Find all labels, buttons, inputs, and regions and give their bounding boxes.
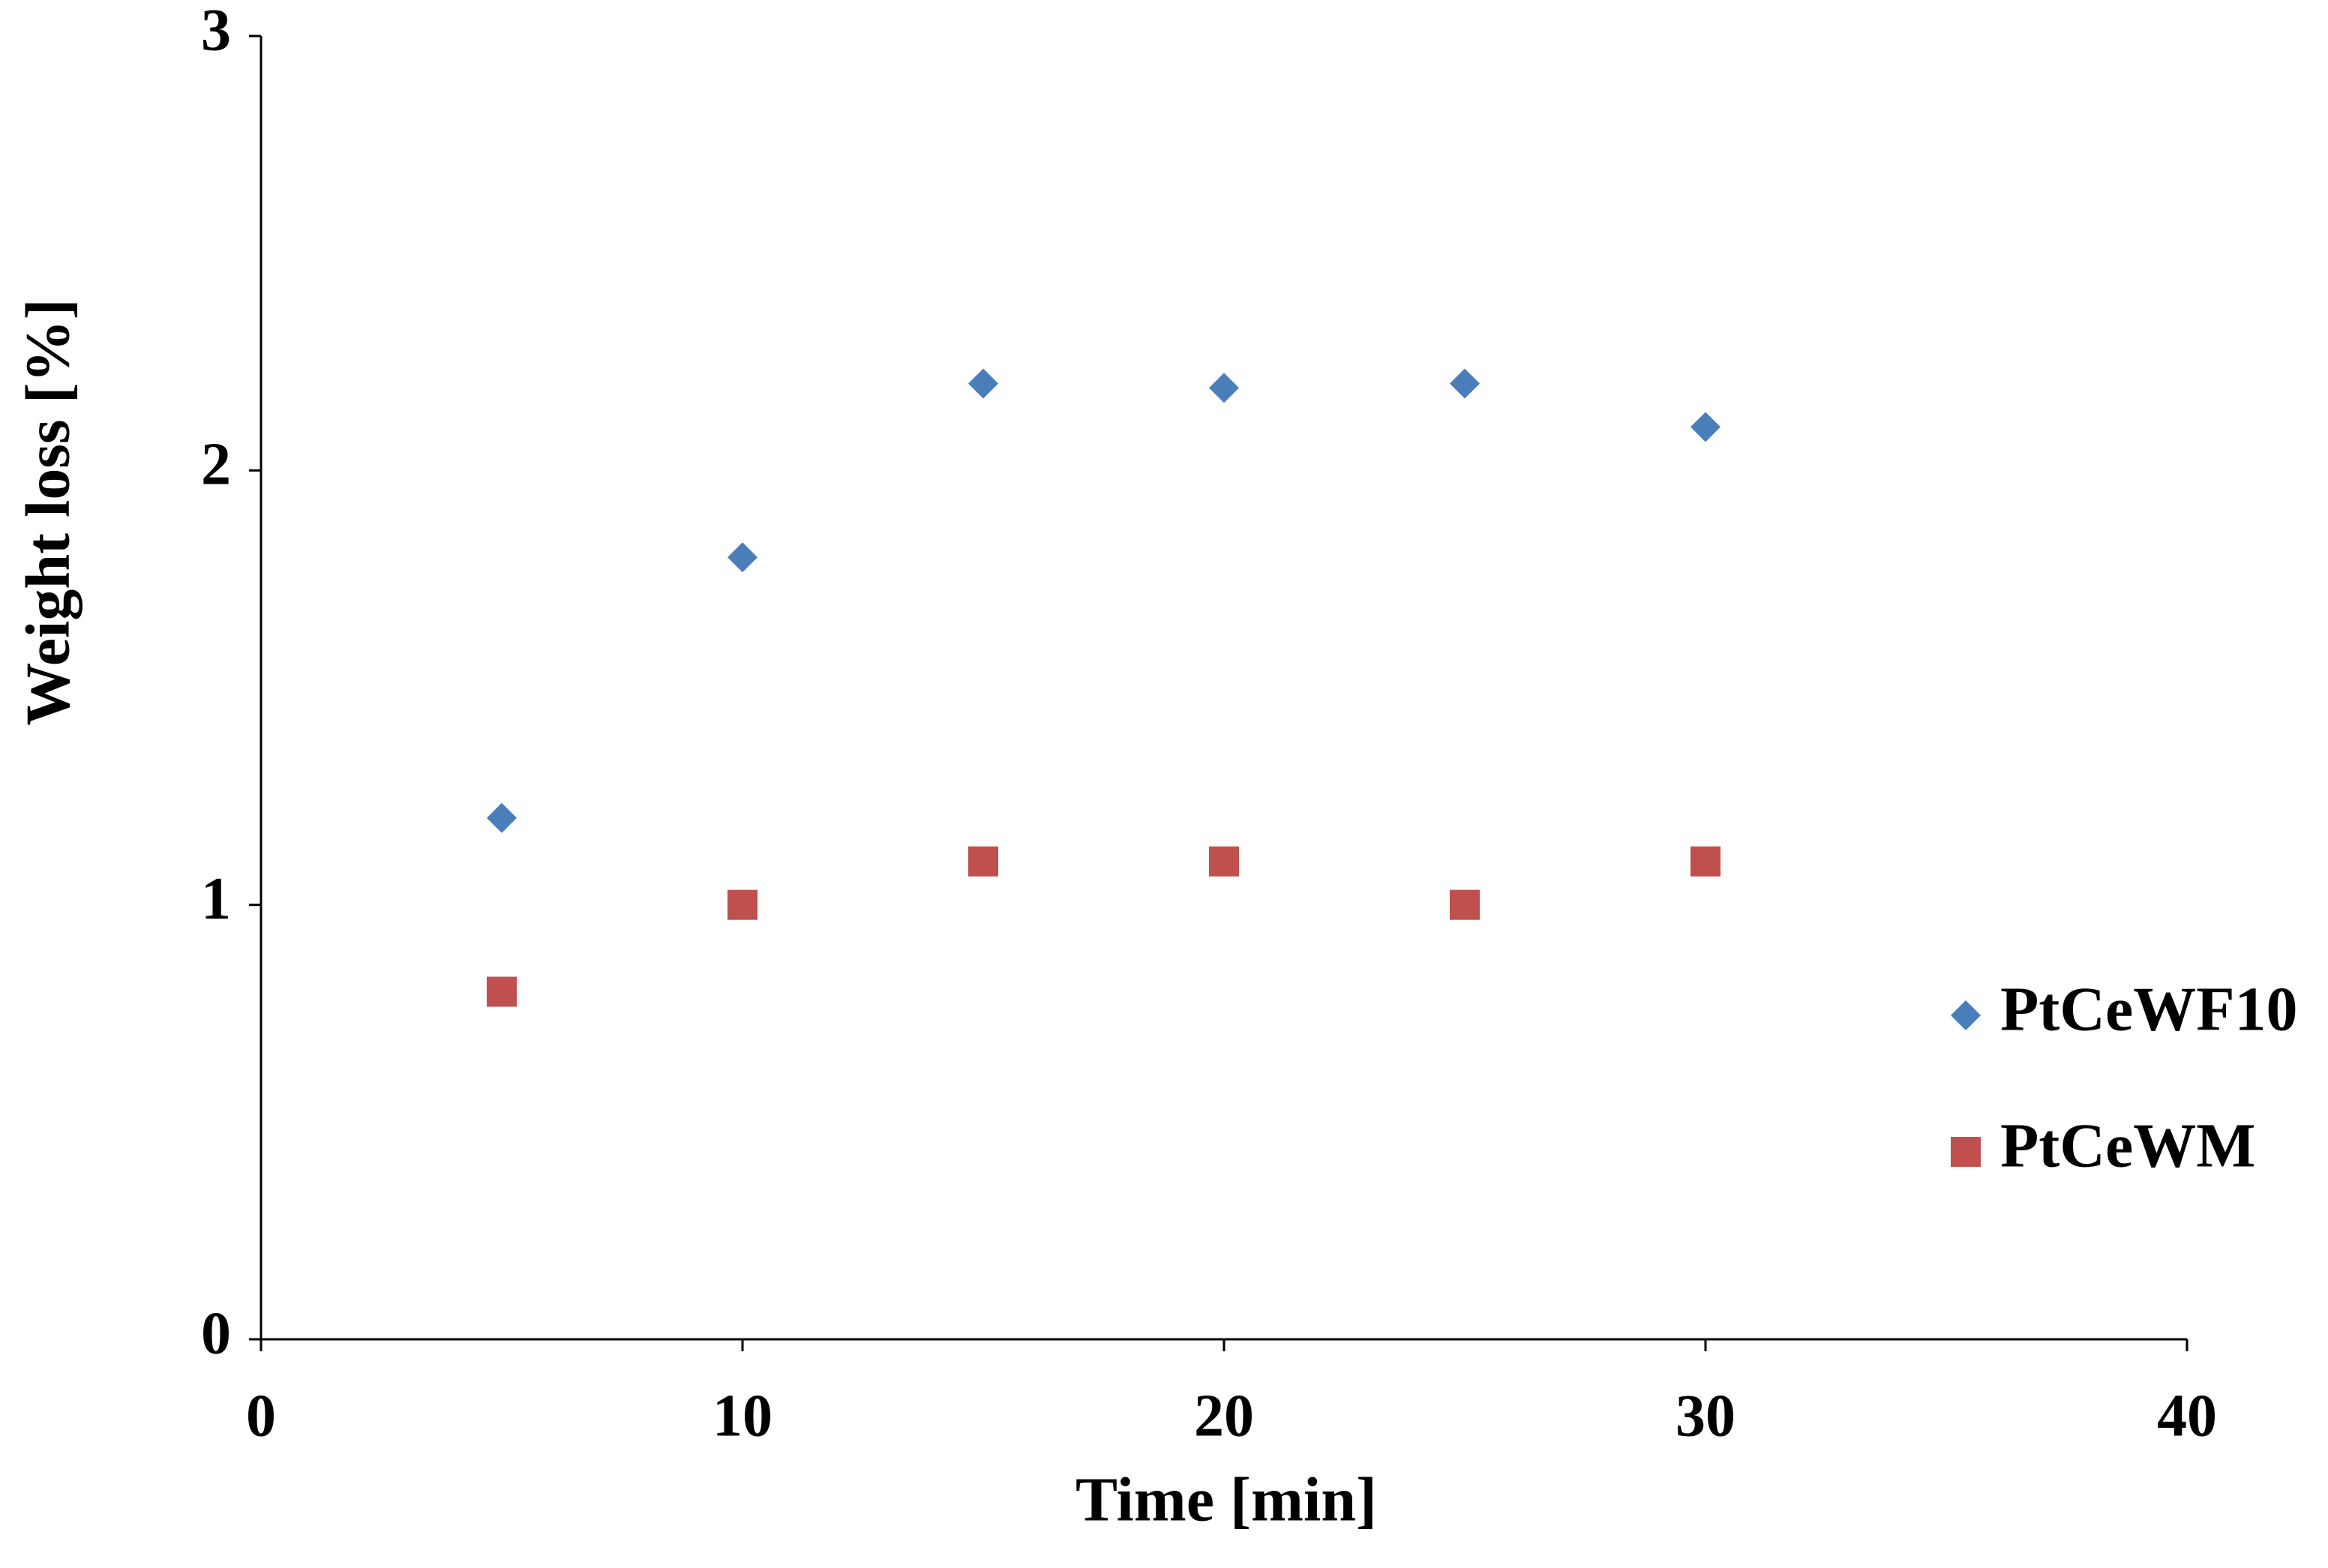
point: [487, 802, 517, 833]
point: [1209, 373, 1239, 403]
x-tick-label: 20: [1194, 1383, 1254, 1449]
y-tick-label: 0: [201, 1300, 231, 1366]
point: [1690, 412, 1720, 442]
x-tick-label: 10: [712, 1383, 772, 1449]
point: [728, 542, 758, 573]
x-tick-label: 40: [2157, 1383, 2217, 1449]
point: [487, 976, 517, 1007]
y-axis-title: Weight loss [%]: [13, 298, 82, 725]
y-tick-label: 1: [201, 866, 231, 932]
point: [968, 846, 998, 877]
point: [1450, 368, 1480, 399]
legend-label: PtCeWM: [2000, 1111, 2256, 1180]
point: [968, 368, 998, 399]
point: [1690, 846, 1720, 877]
x-tick-label: 30: [1676, 1383, 1736, 1449]
y-tick-label: 3: [201, 0, 231, 63]
point: [1209, 846, 1239, 877]
point: [728, 889, 758, 920]
legend-marker: [1951, 1000, 1981, 1030]
x-axis-title: Time [min]: [1076, 1465, 1377, 1534]
point: [1450, 889, 1480, 920]
legend-marker: [1951, 1137, 1981, 1167]
legend-label: PtCeWF10: [2000, 974, 2298, 1044]
y-tick-label: 2: [201, 432, 231, 498]
x-tick-label: 0: [246, 1383, 276, 1449]
